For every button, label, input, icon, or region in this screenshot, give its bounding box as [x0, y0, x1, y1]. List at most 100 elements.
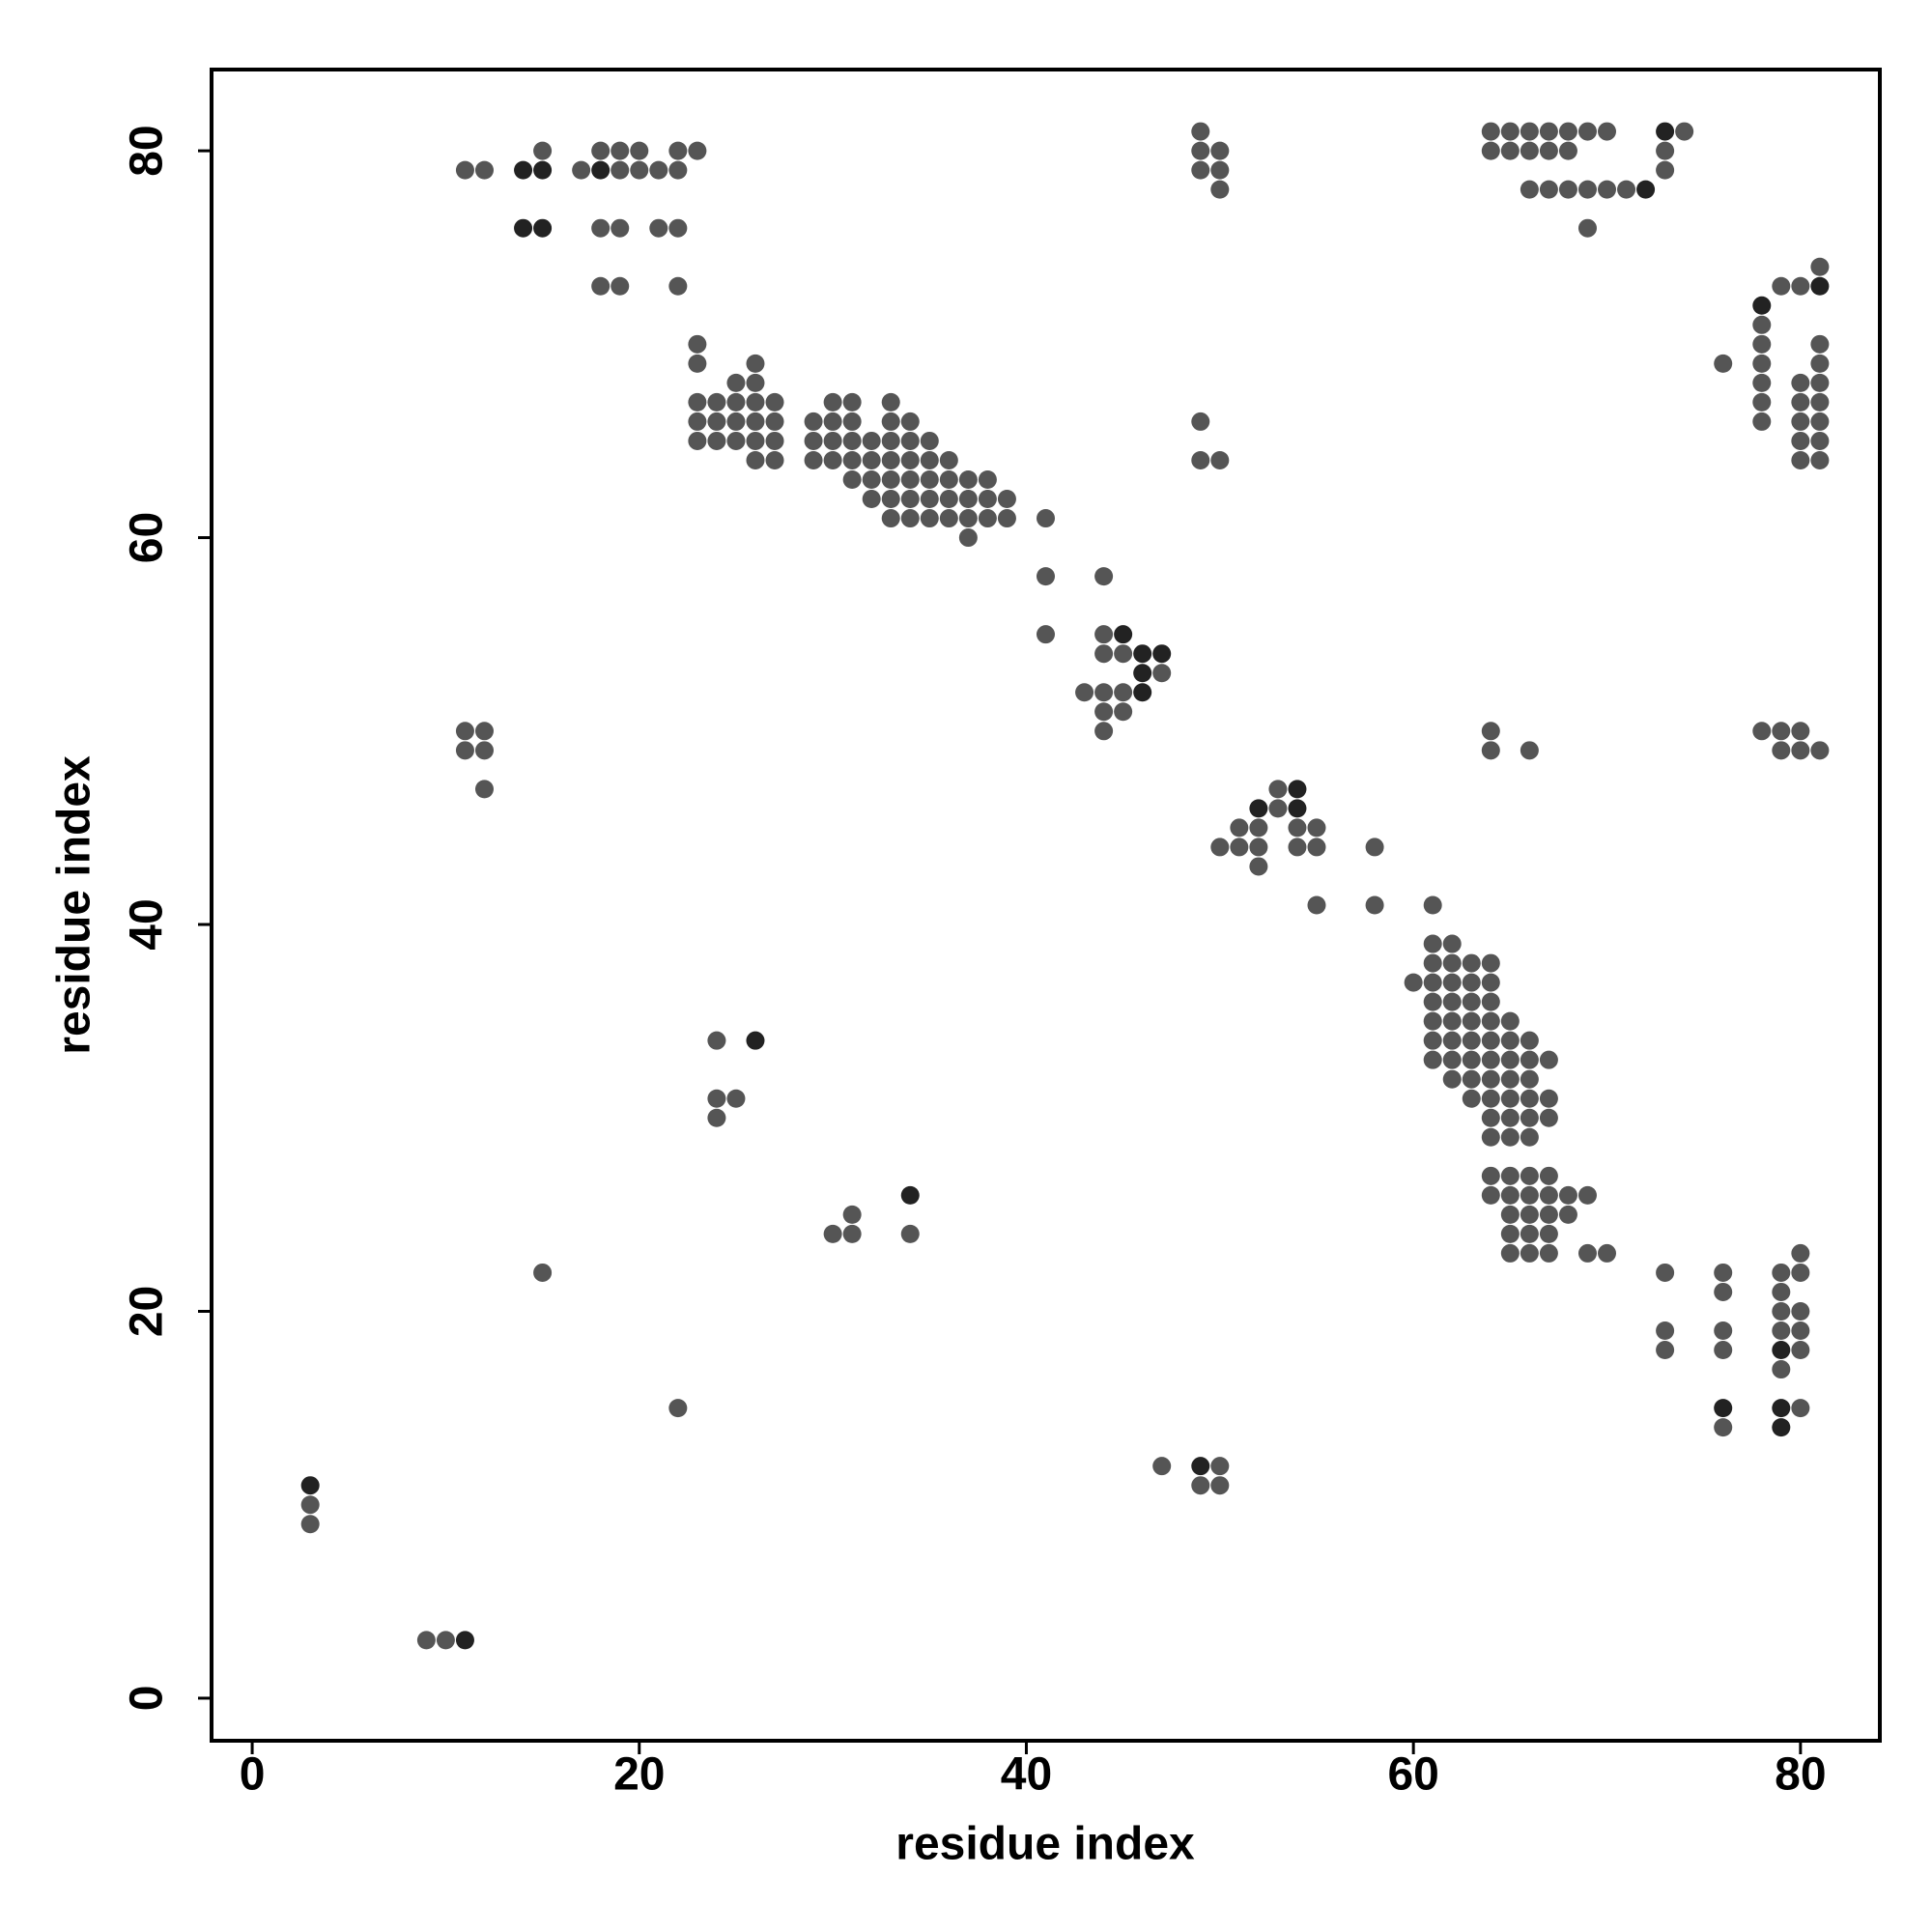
contact-point [842, 1224, 862, 1243]
contact-point [1598, 180, 1617, 199]
contact-point [1810, 373, 1830, 392]
contact-point [1230, 818, 1249, 838]
contact-point [1539, 1205, 1558, 1224]
contact-point [1094, 567, 1114, 586]
contact-point [1210, 141, 1230, 160]
contact-point [804, 450, 823, 469]
contact-point [1114, 702, 1133, 722]
contact-point [1442, 934, 1462, 953]
contact-point [900, 1224, 920, 1243]
contact-point [1772, 741, 1791, 760]
contact-point [726, 392, 746, 412]
plot-frame [210, 68, 1882, 1743]
contact-point [1810, 431, 1830, 450]
contact-point [1577, 1243, 1597, 1263]
contact-point [1307, 818, 1326, 838]
contact-point [1191, 412, 1210, 431]
contact-point [1520, 122, 1539, 141]
contact-point [1249, 838, 1268, 857]
contact-point [1714, 1341, 1733, 1360]
contact-point [572, 160, 591, 180]
contact-point [842, 1205, 862, 1224]
contact-point [1810, 257, 1830, 276]
contact-point [1577, 1185, 1597, 1205]
contact-point [611, 160, 630, 180]
contact-point [1520, 741, 1539, 760]
contact-point [630, 160, 649, 180]
contact-point [1520, 1050, 1539, 1069]
contact-point [726, 373, 746, 392]
contact-point [746, 373, 765, 392]
contact-point [1791, 1301, 1810, 1321]
contact-point [300, 1476, 320, 1495]
contact-point [1810, 392, 1830, 412]
contact-point [1520, 1185, 1539, 1205]
contact-point [1423, 973, 1442, 992]
x-axis-title: residue index [895, 1819, 1195, 1870]
contact-point [1191, 122, 1210, 141]
contact-point [1791, 1321, 1810, 1341]
contact-point [1442, 1031, 1462, 1050]
contact-point [1442, 1050, 1462, 1069]
contact-point [1500, 122, 1520, 141]
contact-point [1520, 1205, 1539, 1224]
contact-point [1094, 625, 1114, 644]
contact-point [997, 509, 1016, 528]
contact-point [1577, 218, 1597, 238]
contact-point [900, 450, 920, 469]
contact-point [1539, 180, 1558, 199]
contact-point [1191, 450, 1210, 469]
contact-point [997, 490, 1016, 509]
contact-point [1772, 1282, 1791, 1301]
contact-point [649, 218, 668, 238]
contact-point [591, 160, 611, 180]
contact-point [688, 431, 707, 450]
contact-point [1249, 857, 1268, 876]
contact-point [1500, 1108, 1520, 1127]
contact-point [1462, 992, 1481, 1011]
contact-point [842, 469, 862, 489]
contact-point [1404, 973, 1423, 992]
contact-point [688, 141, 707, 160]
contact-point [1656, 122, 1675, 141]
contact-point [1520, 1089, 1539, 1108]
contact-point [900, 490, 920, 509]
contact-point [1423, 992, 1442, 1011]
contact-point [300, 1495, 320, 1515]
contact-point [707, 1031, 726, 1050]
contact-point [1268, 780, 1288, 799]
contact-point [1791, 276, 1810, 296]
contact-point [842, 392, 862, 412]
contact-point [1714, 1263, 1733, 1282]
contact-point [1481, 722, 1500, 741]
contact-point [1656, 141, 1675, 160]
contact-point [1365, 895, 1384, 915]
contact-point [1191, 1476, 1210, 1495]
contact-point [1037, 509, 1055, 528]
contact-point [1810, 412, 1830, 431]
contact-point [668, 1399, 688, 1418]
contact-point [1075, 683, 1094, 702]
contact-point [1772, 1321, 1791, 1341]
contact-point [1539, 1089, 1558, 1108]
contact-point [823, 392, 842, 412]
contact-point [688, 354, 707, 373]
contact-point [1617, 180, 1636, 199]
contact-point [1462, 1050, 1481, 1069]
contact-point [611, 218, 630, 238]
contact-point [1481, 741, 1500, 760]
contact-point [1268, 799, 1288, 818]
contact-point [1772, 1301, 1791, 1321]
y-axis-title: residue index [49, 755, 100, 1055]
contact-point [1500, 141, 1520, 160]
contact-point [1133, 664, 1152, 683]
contact-point [1714, 354, 1733, 373]
contact-point [1365, 838, 1384, 857]
contact-point [881, 469, 900, 489]
contact-point [1481, 122, 1500, 141]
contact-point [416, 1631, 436, 1650]
contact-point [1210, 180, 1230, 199]
contact-point [1772, 1341, 1791, 1360]
contact-point [1481, 1050, 1500, 1069]
contact-point [862, 469, 881, 489]
